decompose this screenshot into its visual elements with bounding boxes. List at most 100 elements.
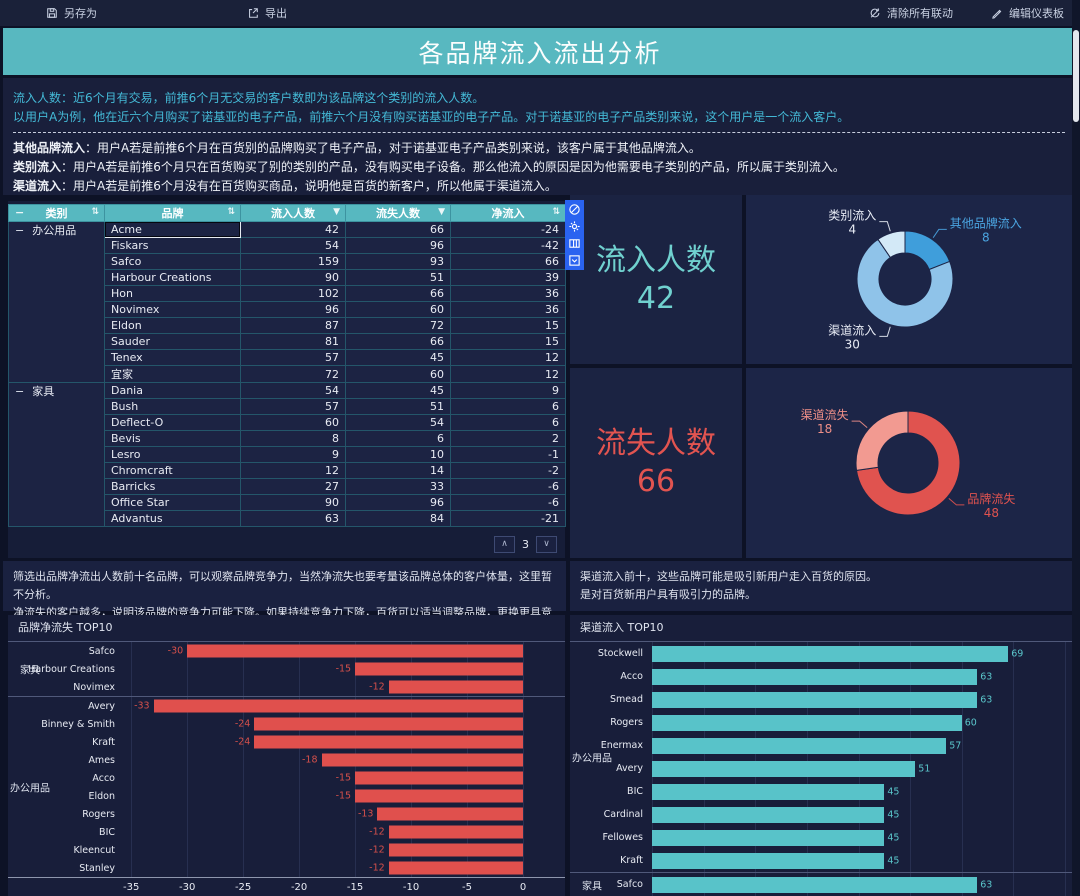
bar[interactable] <box>652 645 1009 662</box>
value-cell[interactable]: 45 <box>345 382 451 399</box>
value-cell[interactable]: 45 <box>345 349 451 366</box>
value-cell[interactable]: 10 <box>345 446 451 463</box>
value-cell[interactable]: 6 <box>450 414 566 431</box>
value-cell[interactable]: 159 <box>240 253 346 270</box>
export-button[interactable]: 导出 <box>247 5 287 21</box>
value-cell[interactable]: -42 <box>450 237 566 254</box>
value-cell[interactable]: 57 <box>240 398 346 415</box>
value-cell[interactable]: 54 <box>240 382 346 399</box>
value-cell[interactable]: 12 <box>450 365 566 383</box>
header-outflow[interactable]: 流失人数 ▼ <box>345 204 451 222</box>
value-cell[interactable]: 14 <box>345 462 451 479</box>
value-cell[interactable]: 51 <box>345 398 451 415</box>
header-brand[interactable]: 品牌 ⇅ <box>104 204 241 222</box>
value-cell[interactable]: 51 <box>345 269 451 286</box>
value-cell[interactable]: 90 <box>240 269 346 286</box>
page-scrollbar-thumb[interactable] <box>1073 30 1079 122</box>
value-cell[interactable]: 36 <box>450 285 566 302</box>
value-cell[interactable]: 27 <box>240 478 346 495</box>
collapse-icon[interactable]: − <box>15 385 25 398</box>
category-cell[interactable]: − 家具 <box>8 382 105 527</box>
value-cell[interactable]: 39 <box>450 269 566 286</box>
brand-cell[interactable]: Bevis <box>104 430 241 447</box>
value-cell[interactable]: -21 <box>450 510 566 527</box>
sort-icon[interactable]: ⇅ <box>552 207 560 217</box>
bar[interactable] <box>388 861 523 875</box>
cancel-linkage-icon[interactable] <box>568 203 581 216</box>
value-cell[interactable]: 60 <box>345 365 451 383</box>
value-cell[interactable]: 54 <box>345 414 451 431</box>
brand-cell[interactable]: Chromcraft <box>104 462 241 479</box>
page-scrollbar-track[interactable] <box>1072 0 1080 896</box>
collapse-icon[interactable]: − <box>15 224 25 237</box>
value-cell[interactable]: 42 <box>240 221 346 238</box>
bar[interactable] <box>652 760 916 777</box>
bar[interactable] <box>355 771 523 785</box>
value-cell[interactable]: 63 <box>240 510 346 527</box>
filter-icon[interactable]: ▼ <box>438 207 445 217</box>
sort-icon[interactable]: ⇅ <box>91 207 99 217</box>
donut-segment[interactable] <box>855 410 961 516</box>
bar[interactable] <box>355 662 523 676</box>
brand-cell[interactable]: Deflect-O <box>104 414 241 431</box>
value-cell[interactable]: 66 <box>450 253 566 270</box>
brand-cell[interactable]: Advantus <box>104 510 241 527</box>
bar[interactable] <box>187 644 523 658</box>
brand-cell[interactable]: Tenex <box>104 349 241 366</box>
bar[interactable] <box>652 783 885 800</box>
value-cell[interactable]: 33 <box>345 478 451 495</box>
page-down-button[interactable]: ∨ <box>536 536 557 553</box>
value-cell[interactable]: 66 <box>345 285 451 302</box>
bar[interactable] <box>355 789 523 803</box>
value-cell[interactable]: -6 <box>450 478 566 495</box>
brand-cell[interactable]: Fiskars <box>104 237 241 254</box>
bar[interactable] <box>652 714 962 731</box>
value-cell[interactable]: 72 <box>345 317 451 334</box>
brand-cell[interactable]: Harbour Creations <box>104 269 241 286</box>
value-cell[interactable]: -24 <box>450 221 566 238</box>
value-cell[interactable]: 60 <box>240 414 346 431</box>
value-cell[interactable]: 60 <box>345 301 451 318</box>
bar[interactable] <box>652 691 978 708</box>
save-as-button[interactable]: 另存为 <box>46 5 97 21</box>
value-cell[interactable]: 2 <box>450 430 566 447</box>
brand-cell[interactable]: Dania <box>104 382 241 399</box>
inflow-kpi-card[interactable]: 流入人数 42 <box>570 195 742 364</box>
value-cell[interactable]: 6 <box>450 398 566 415</box>
value-cell[interactable]: 36 <box>450 301 566 318</box>
brand-cell[interactable]: Novimex <box>104 301 241 318</box>
value-cell[interactable]: 9 <box>240 446 346 463</box>
donut-segment[interactable] <box>877 230 906 259</box>
value-cell[interactable]: 96 <box>240 301 346 318</box>
brand-cell[interactable]: Lesro <box>104 446 241 463</box>
header-net[interactable]: 净流入 ⇅ <box>450 204 566 222</box>
value-cell[interactable]: 12 <box>240 462 346 479</box>
gear-icon[interactable] <box>568 220 581 233</box>
donut-segment[interactable] <box>856 238 954 328</box>
brand-cell[interactable]: Safco <box>104 253 241 270</box>
brand-cell[interactable]: Sauder <box>104 333 241 350</box>
header-category[interactable]: − 类别 ⇅ <box>8 204 105 222</box>
bar[interactable] <box>388 843 523 857</box>
value-cell[interactable]: 12 <box>450 349 566 366</box>
export-widget-icon[interactable] <box>568 254 581 267</box>
value-cell[interactable]: 8 <box>240 430 346 447</box>
bar[interactable] <box>652 876 978 893</box>
value-cell[interactable]: 87 <box>240 317 346 334</box>
donut-segment[interactable] <box>855 410 909 471</box>
value-cell[interactable]: 81 <box>240 333 346 350</box>
value-cell[interactable]: 90 <box>240 494 346 511</box>
bar[interactable] <box>254 717 523 731</box>
clear-linkage-button[interactable]: 清除所有联动 <box>869 5 953 21</box>
edit-dashboard-button[interactable]: 编辑仪表板 <box>991 5 1064 21</box>
detail-columns-icon[interactable] <box>568 237 581 250</box>
brand-cell[interactable]: Office Star <box>104 494 241 511</box>
bar[interactable] <box>321 753 523 767</box>
bar[interactable] <box>652 852 885 869</box>
collapse-all-icon[interactable]: − <box>15 206 25 219</box>
bar[interactable] <box>652 668 978 685</box>
value-cell[interactable]: 15 <box>450 317 566 334</box>
value-cell[interactable]: 72 <box>240 365 346 383</box>
bar[interactable] <box>388 680 523 694</box>
value-cell[interactable]: 84 <box>345 510 451 527</box>
